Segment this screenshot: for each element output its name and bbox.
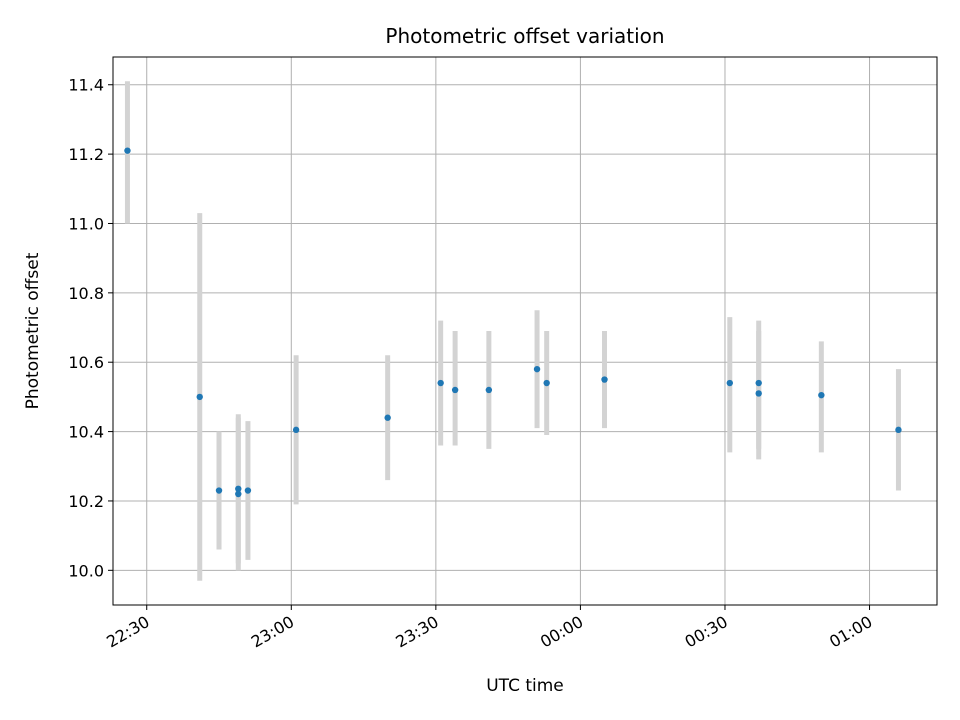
- y-tick-label: 11.4: [68, 76, 104, 95]
- y-axis-title: Photometric offset: [23, 252, 43, 409]
- error-bars: [124, 81, 901, 581]
- y-tick-label: 10.0: [68, 561, 104, 580]
- y-axis-ticks: 10.0 10.2 10.4 10.6 10.8 11.0 11.2 11.4: [68, 76, 113, 580]
- data-point: [601, 376, 608, 383]
- data-point: [818, 391, 825, 399]
- x-tick-label: 23:30: [392, 612, 441, 652]
- data-point: [215, 487, 223, 494]
- data-point: [533, 365, 541, 373]
- y-tick-label: 10.6: [68, 353, 104, 372]
- plot-frame: [112, 56, 938, 606]
- data-point: [543, 379, 550, 387]
- data-point: [726, 379, 733, 387]
- y-tick-label: 10.2: [68, 492, 104, 511]
- x-tick-label: 00:00: [537, 612, 586, 652]
- data-point: [196, 393, 203, 401]
- y-tick-label: 10.8: [68, 284, 104, 303]
- data-point: [437, 379, 444, 387]
- data-point: [292, 426, 300, 434]
- data-point: [895, 426, 902, 434]
- data-point: [485, 386, 493, 394]
- data-points: [124, 147, 902, 498]
- x-tick-label: 00:30: [682, 612, 731, 652]
- y-tick-label: 11.0: [68, 214, 104, 233]
- chart-title: Photometric offset variation: [385, 24, 664, 48]
- x-tick-label: 22:30: [103, 612, 152, 652]
- data-point: [755, 390, 762, 397]
- y-tick-label: 10.4: [68, 423, 104, 442]
- data-point: [755, 379, 762, 387]
- data-point: [451, 386, 459, 394]
- x-tick-label: 23:00: [248, 612, 297, 652]
- y-tick-label: 11.2: [68, 145, 104, 164]
- grid-lines: [113, 57, 937, 605]
- x-axis-title: UTC time: [486, 676, 564, 696]
- data-point: [244, 487, 252, 494]
- x-axis-ticks: 22:30 23:00 23:30 00:00 00:30 01:00: [103, 605, 876, 652]
- data-point: [235, 490, 242, 498]
- data-point: [384, 414, 391, 421]
- data-point: [235, 485, 242, 493]
- data-point: [124, 147, 131, 154]
- x-tick-label: 01:00: [826, 612, 875, 652]
